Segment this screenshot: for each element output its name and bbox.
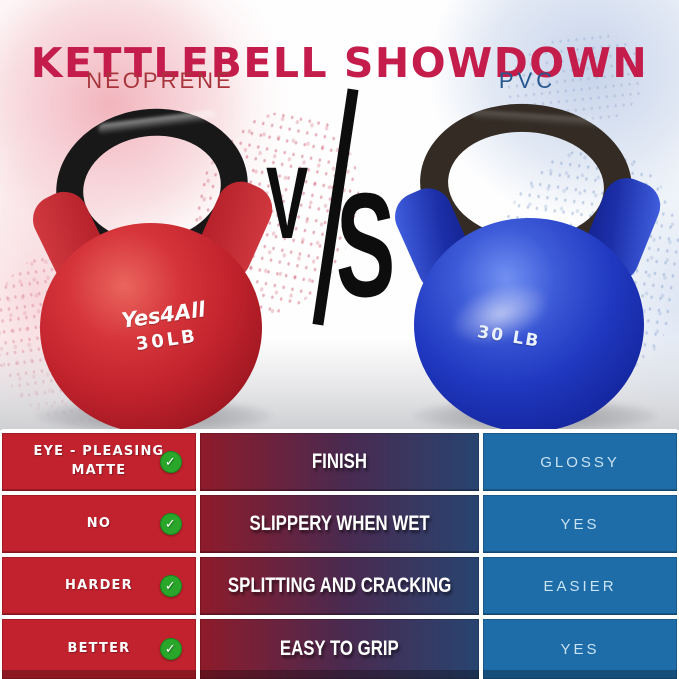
pvc-value: EASIER xyxy=(543,577,617,595)
check-icon: ✓ xyxy=(159,638,182,660)
neoprene-value: HARDER xyxy=(65,577,133,593)
neoprene-value-cell: HARDER ✓ xyxy=(2,557,196,615)
pvc-value-cell: GLOSSY xyxy=(483,433,677,491)
pvc-value: YES xyxy=(560,640,600,658)
feature-label: FINISH xyxy=(311,450,368,473)
pvc-label: PVC xyxy=(498,68,557,93)
comparison-table: EYE - PLEASING MATTE ✓ FINISH GLOSSY NO … xyxy=(2,429,677,679)
blue-kettlebell: 30 LB xyxy=(387,96,668,434)
neoprene-value: EYE - PLEASING MATTE xyxy=(33,444,165,478)
pvc-value: GLOSSY xyxy=(540,453,620,471)
feature-cell: SPLITTING AND CRACKING xyxy=(199,557,480,615)
check-icon: ✓ xyxy=(159,513,182,535)
pvc-value: YES xyxy=(560,515,600,533)
neoprene-value-cell: NO ✓ xyxy=(2,495,196,553)
feature-label: EASY TO GRIP xyxy=(280,637,399,660)
neoprene-value-cell: BETTER ✓ xyxy=(2,619,196,679)
pvc-value-cell: EASIER xyxy=(483,557,677,615)
vs-s-letter: S xyxy=(336,163,396,328)
neoprene-value: BETTER xyxy=(67,640,131,656)
red-kettlebell-ball xyxy=(40,223,262,433)
neoprene-value-cell: EYE - PLEASING MATTE ✓ xyxy=(2,433,196,491)
pvc-value-cell: YES xyxy=(483,619,677,679)
check-icon: ✓ xyxy=(159,575,182,597)
feature-cell: EASY TO GRIP xyxy=(199,619,480,679)
feature-cell: SLIPPERY WHEN WET xyxy=(199,495,480,553)
feature-cell: FINISH xyxy=(199,433,480,491)
neoprene-value: NO xyxy=(86,515,112,531)
check-icon: ✓ xyxy=(159,451,182,473)
pvc-value-cell: YES xyxy=(483,495,677,553)
red-kettlebell: Yes4All 30LB xyxy=(24,97,280,435)
feature-label: SPLITTING AND CRACKING xyxy=(227,574,452,597)
feature-label: SLIPPERY WHEN WET xyxy=(249,512,430,535)
page-title: KETTLEBELL SHOWDOWN xyxy=(30,39,649,88)
vs-v-letter: V xyxy=(266,146,309,260)
neoprene-label: NEOPRENE xyxy=(86,68,234,93)
